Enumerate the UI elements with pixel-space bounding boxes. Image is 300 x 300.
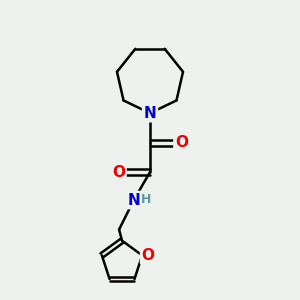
- Text: N: N: [144, 106, 156, 121]
- Text: O: O: [175, 135, 188, 150]
- Text: H: H: [141, 193, 152, 206]
- Text: N: N: [128, 193, 140, 208]
- Text: O: O: [112, 165, 125, 180]
- Text: O: O: [142, 248, 154, 263]
